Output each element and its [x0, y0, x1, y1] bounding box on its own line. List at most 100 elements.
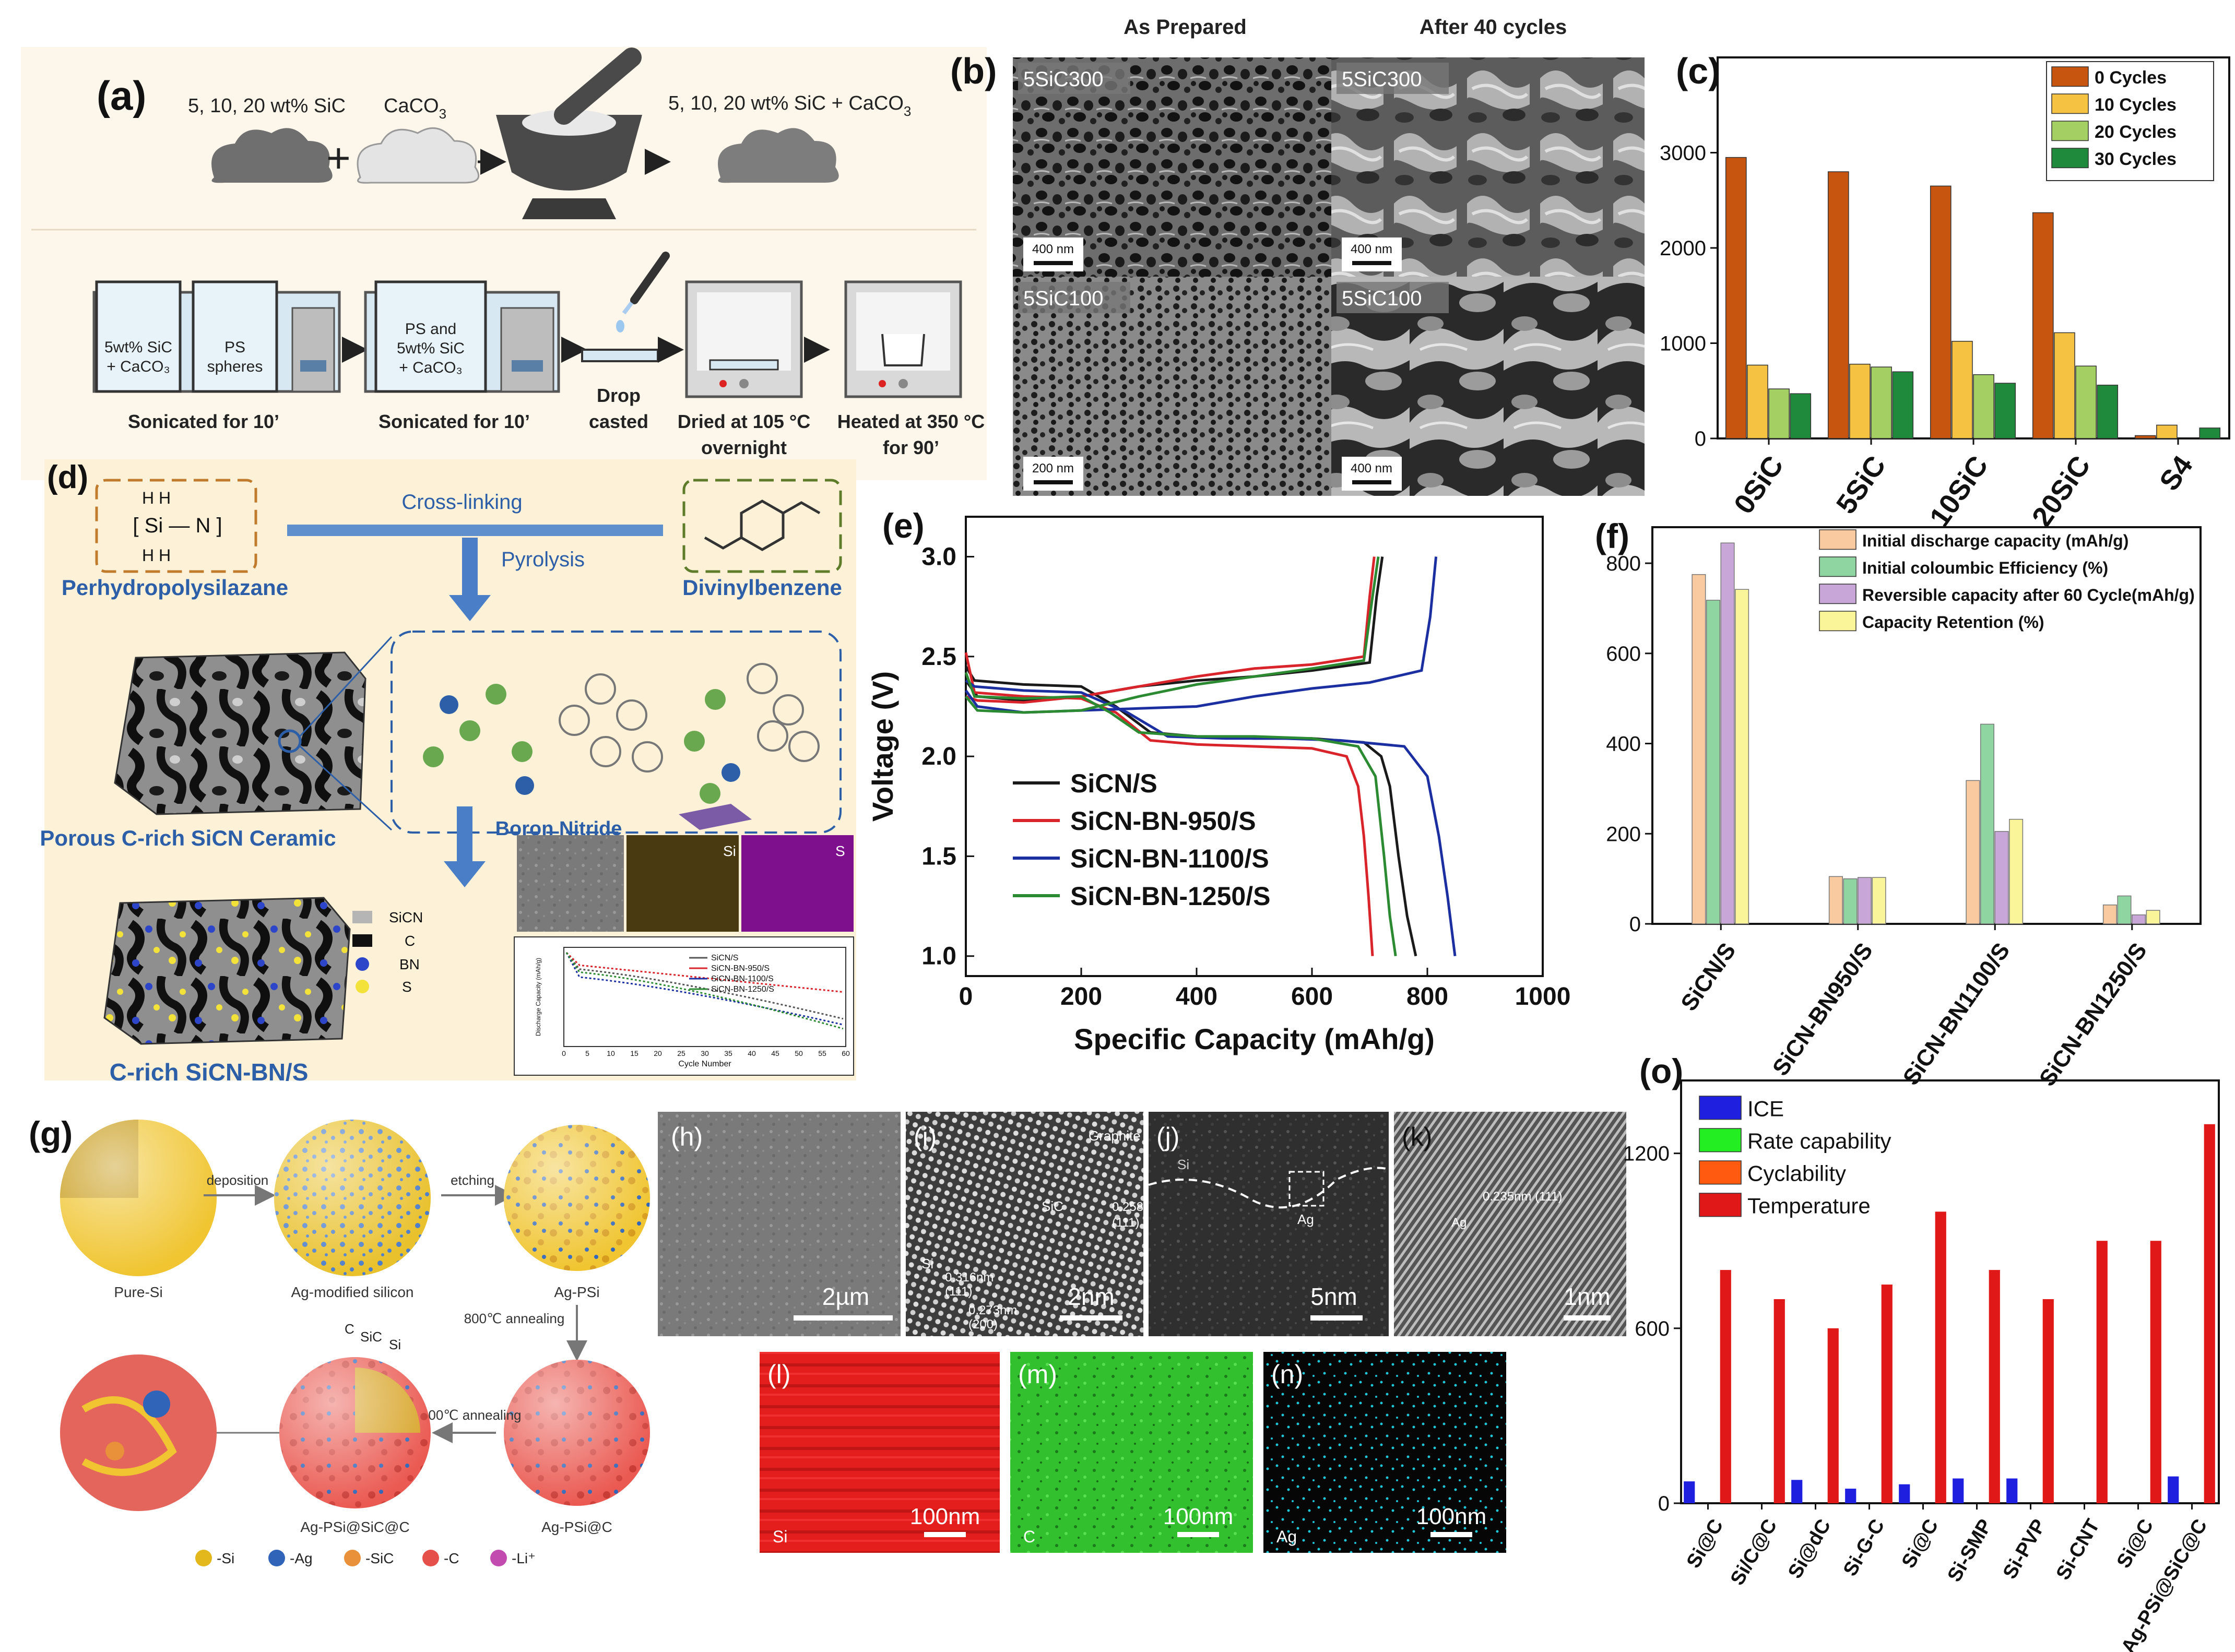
- step-3-label-1: Drop: [597, 385, 641, 406]
- bar: [2032, 212, 2054, 439]
- inset-x-tick-label: 45: [771, 1049, 779, 1057]
- panel-g-legend: -Si -Ag -SiC -C -Li⁺: [195, 1550, 536, 1566]
- beaker-2-text-2: spheres: [207, 358, 263, 375]
- bar: [1930, 185, 1952, 439]
- sonication-bath-1: 5wt% SiC + CaCO₃ PS spheres: [92, 280, 341, 393]
- sem-particle: [517, 835, 624, 932]
- s-map: [741, 835, 854, 932]
- legend-swatch: [1699, 1096, 1742, 1120]
- x-tick-label: Si@C: [1898, 1516, 1943, 1572]
- tile-4-scalebox: [1342, 457, 1402, 491]
- legend-ag-dot: [268, 1550, 285, 1566]
- x-tick-label: Si-G-C: [1839, 1516, 1889, 1580]
- bar: [1747, 364, 1768, 439]
- si-atom: [512, 741, 533, 762]
- reagent-sic-label: 5, 10, 20 wt% SiC: [188, 95, 346, 117]
- y-tick-label: 600: [1606, 643, 1641, 665]
- i-note-d-200: 0.273nm: [968, 1303, 1017, 1317]
- bar: [1725, 157, 1747, 439]
- inset-series-line: [565, 952, 844, 1026]
- legend-label: Cyclability: [1747, 1161, 1846, 1185]
- product-label: 5, 10, 20 wt% SiC + CaCO3: [668, 92, 911, 119]
- tile-1-label-bg: [1018, 63, 1130, 94]
- zoomed-interior: [60, 1354, 217, 1511]
- carbon-rings: [559, 663, 820, 772]
- bar: [2199, 427, 2221, 439]
- bar: [2042, 1299, 2054, 1503]
- x-tick-label: 1000: [1515, 983, 1571, 1011]
- beaker-1: [95, 280, 182, 393]
- i-note-sic: SiC: [1042, 1198, 1063, 1214]
- tile-2-scale: 400 nm: [1351, 242, 1392, 256]
- bar: [1892, 371, 1914, 439]
- i-note-hkl-si: (111): [945, 1285, 972, 1299]
- monomer-1-label: Perhydropolysilazane: [62, 575, 288, 600]
- substrate: [581, 349, 659, 362]
- sonication-bath-2: PS and 5wt% SiC + CaCO₃: [364, 280, 560, 393]
- label-l: (l): [767, 1360, 790, 1389]
- scale-l: 100nm: [910, 1504, 980, 1529]
- legend-swatch: [1819, 556, 1856, 577]
- inset-x-tick-label: 35: [724, 1049, 732, 1057]
- legend-c-item: -C: [444, 1550, 459, 1566]
- beaker-3-text-2: 5wt% SiC: [397, 340, 465, 357]
- bar: [1791, 1480, 1803, 1503]
- legend-label: Initial coloumbic Efficiency (%): [1862, 558, 2108, 577]
- panel-g: (g) Pure-Si deposition Ag-modified silic…: [29, 1114, 650, 1566]
- tile-2-scalebox: [1342, 237, 1402, 271]
- y-tick-label: 2.0: [921, 743, 956, 770]
- legend-label: 30 Cycles: [2095, 149, 2177, 169]
- sphere-3-label: Ag-PSi: [554, 1284, 599, 1300]
- x-tick-label: Si@C: [2113, 1516, 2158, 1572]
- furnace-light: [879, 380, 886, 387]
- legend-sicn-swatch: [352, 911, 372, 923]
- eds-map-c: [1010, 1352, 1253, 1553]
- tile-2-name: 5SiC300: [1342, 68, 1422, 91]
- series-line-discharge: [965, 679, 1457, 957]
- legend-ag: -Ag: [290, 1550, 313, 1566]
- i-note-d-si: 0.316nm: [945, 1270, 994, 1285]
- caco3-subscript: 3: [439, 106, 446, 122]
- series-line-discharge: [964, 672, 1397, 957]
- tile-1-scale: 400 nm: [1032, 242, 1074, 256]
- panel-f-label: (f): [1595, 517, 1629, 555]
- n-element: Ag: [1276, 1527, 1297, 1546]
- sphere-shine: [279, 1357, 431, 1508]
- y-tick-label: 3.0: [921, 543, 956, 571]
- pyrolysis-label: Pyrolysis: [501, 548, 585, 571]
- mortar-base: [522, 198, 616, 219]
- panel-a-label: (a): [97, 73, 146, 118]
- legend-c-swatch: [352, 934, 372, 947]
- bar: [1935, 1211, 1946, 1503]
- bar: [1881, 1285, 1893, 1503]
- reagent-caco3-label: CaCO3: [384, 95, 446, 122]
- tile-2-label-bg: [1337, 63, 1449, 94]
- panel-c-label: (c): [1676, 51, 1721, 91]
- oven-1-knob: [739, 379, 749, 388]
- bar: [1827, 1328, 1839, 1503]
- tile-3-scalebar: [1034, 480, 1073, 484]
- n-atom: [440, 695, 458, 714]
- x-tick-label: Si@C: [1683, 1516, 1728, 1572]
- sonicator-1: [291, 307, 335, 393]
- x-tick-label: 20SiC: [2026, 450, 2097, 532]
- m-element: C: [1023, 1527, 1035, 1546]
- legend-label: SiCN-BN-950/S: [1070, 806, 1256, 836]
- legend-swatch: [1699, 1160, 1742, 1185]
- sphere-shine: [504, 1125, 650, 1271]
- x-tick-label: Si-PVP: [1999, 1516, 2051, 1583]
- y-tick-label: 200: [1606, 823, 1641, 846]
- bar: [1989, 1270, 2000, 1503]
- bar: [2075, 365, 2097, 439]
- legend-label: SiCN-BN-1100/S: [1070, 844, 1269, 873]
- legend-swatch: [1819, 529, 1856, 550]
- x-tick-label: 800: [1406, 983, 1448, 1011]
- tile-2-scalebar: [1352, 261, 1391, 265]
- n-atom: [722, 763, 740, 782]
- sulfur-loading-arrow: [444, 806, 486, 887]
- legend-sic-dot: [344, 1550, 361, 1566]
- y-tick-label: 1000: [1660, 332, 1706, 355]
- beaker-2-text-1: PS: [224, 339, 245, 356]
- legend-sicn: SiCN: [389, 909, 423, 925]
